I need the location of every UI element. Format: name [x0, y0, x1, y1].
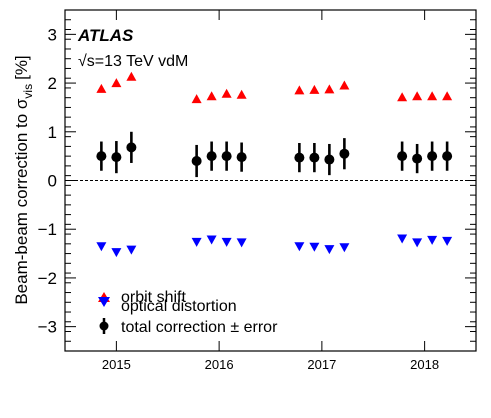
y-tick-label: 3 [48, 25, 57, 44]
total-correction-point [309, 152, 320, 163]
atlas-label: ATLAS [77, 26, 134, 45]
total-correction-point [191, 156, 202, 167]
optical-distortion-point [126, 245, 137, 255]
legend-total-correction-label: total correction ± error [121, 319, 278, 336]
orbit-shift-point [206, 91, 217, 101]
orbit-shift-point [96, 83, 107, 93]
legend-orbit-shift-label: orbit shift [121, 289, 186, 306]
total-correction-point [206, 151, 217, 162]
orbit-shift-point [397, 92, 408, 102]
optical-distortion-point [206, 235, 217, 245]
total-correction-point [412, 153, 423, 164]
optical-distortion-point [111, 248, 122, 258]
y-axis-title: Beam-beam correction to σvis[%] [12, 55, 35, 304]
total-correction-point [294, 152, 305, 163]
orbit-shift-point [339, 80, 350, 90]
orbit-shift-point [111, 78, 122, 88]
orbit-shift-point [294, 85, 305, 95]
total-correction-point [442, 151, 453, 162]
y-tick-label: 0 [48, 172, 57, 191]
orbit-shift-point [324, 84, 335, 94]
optical-distortion-point [309, 242, 320, 252]
total-correction-point [111, 152, 122, 163]
x-tick-label: 2016 [205, 357, 234, 372]
optical-distortion-point [339, 243, 350, 253]
orbit-shift-point [191, 94, 202, 104]
orbit-shift-point [221, 88, 232, 98]
optical-distortion-point [96, 242, 107, 252]
x-tick-label: 2015 [102, 357, 131, 372]
orbit-shift-point [442, 91, 453, 101]
optical-distortion-point [412, 238, 423, 248]
orbit-shift-point [126, 71, 137, 81]
legend: orbit shift optical distortion total cor… [98, 289, 278, 336]
y-tick-label: −2 [38, 269, 57, 288]
total-correction-point [397, 151, 408, 162]
total-correction-point [339, 148, 350, 159]
legend-optical-distortion-marker [98, 297, 110, 307]
total-correction-point [221, 151, 232, 162]
x-tick-label: 2018 [410, 357, 439, 372]
optical-distortion-point [294, 242, 305, 252]
orbit-shift-point [427, 91, 438, 101]
y-tick-label: −1 [38, 220, 57, 239]
optical-distortion-point [324, 245, 335, 255]
total-correction-point [427, 151, 438, 162]
total-correction-point [236, 152, 247, 163]
y-tick-label: 2 [48, 74, 57, 93]
energy-label: √s=13 TeV vdM [78, 53, 188, 70]
optical-distortion-point [442, 236, 453, 246]
y-tick-label: −3 [38, 318, 57, 337]
x-tick-label: 2017 [307, 357, 336, 372]
total-correction-point [126, 142, 137, 153]
optical-distortion-point [397, 234, 408, 244]
series-2 [96, 131, 453, 178]
series-1 [96, 234, 453, 258]
total-correction-point [96, 151, 107, 162]
total-correction-point [324, 154, 335, 165]
data-marks [96, 71, 453, 258]
optical-distortion-point [236, 238, 247, 248]
legend-total-correction-marker [99, 321, 109, 331]
optical-distortion-point [191, 237, 202, 247]
series-0 [96, 71, 453, 104]
orbit-shift-point [236, 89, 247, 99]
legend-optical-distortion-label: optical distortion [121, 298, 237, 315]
y-tick-label: 1 [48, 123, 57, 142]
optical-distortion-point [427, 235, 438, 245]
orbit-shift-point [309, 84, 320, 94]
optical-distortion-point [221, 237, 232, 247]
orbit-shift-point [412, 91, 423, 101]
